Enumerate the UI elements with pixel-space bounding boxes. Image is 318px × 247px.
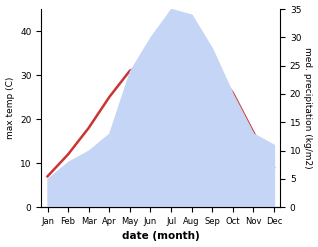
Y-axis label: med. precipitation (kg/m2): med. precipitation (kg/m2) <box>303 47 313 169</box>
X-axis label: date (month): date (month) <box>122 231 200 242</box>
Y-axis label: max temp (C): max temp (C) <box>5 77 15 139</box>
